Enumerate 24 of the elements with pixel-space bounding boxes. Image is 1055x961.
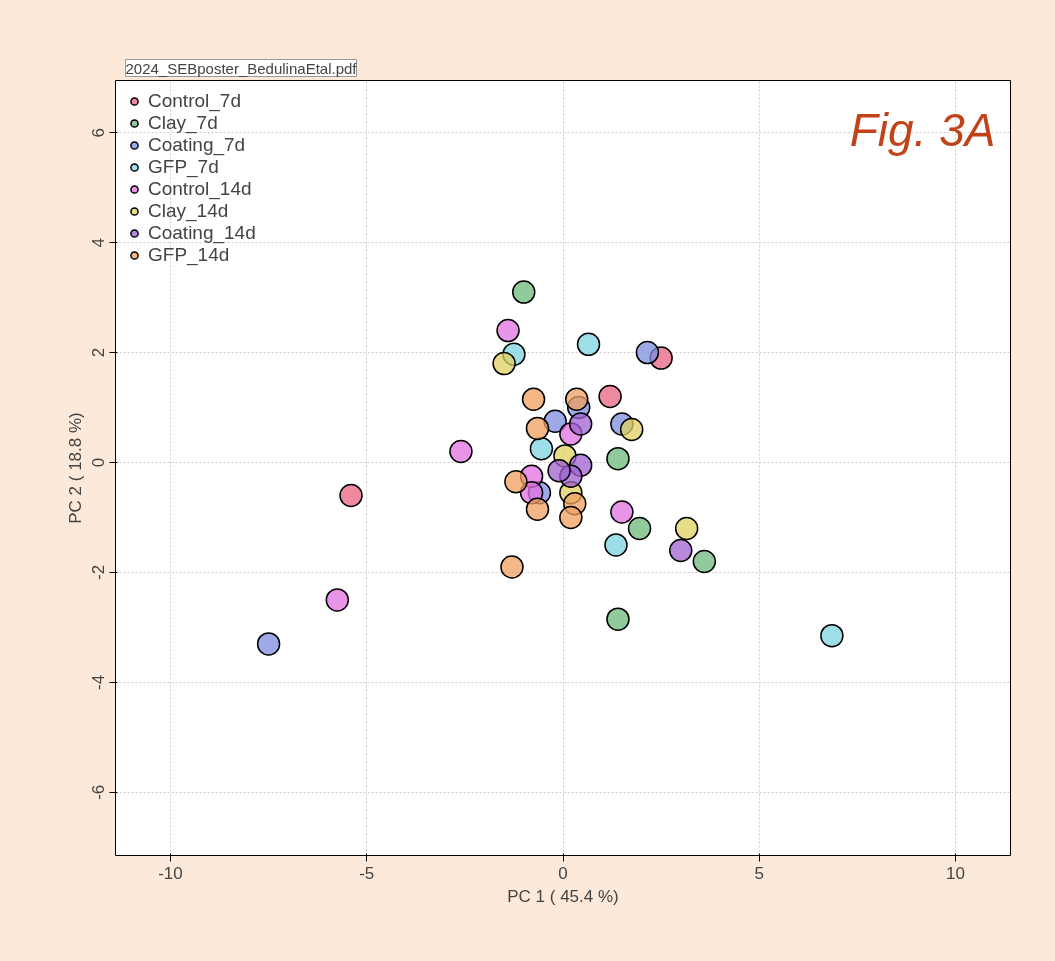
y-tick-label: 6	[89, 127, 109, 138]
x-tick-label: 5	[754, 863, 765, 883]
x-axis-title: PC 1 ( 45.4 %)	[507, 886, 619, 906]
legend-label: Control_7d	[148, 90, 241, 112]
legend-label: Coating_14d	[148, 222, 256, 244]
legend-label: Control_14d	[148, 178, 252, 200]
y-tick-label: 0	[89, 457, 109, 468]
text: 2024_SEBposter_BedulinaEtal.pdf	[125, 59, 358, 77]
legend-label: Coating_7d	[148, 134, 246, 156]
x-tick-label: 10	[946, 863, 966, 883]
legend-label: GFP_7d	[148, 156, 219, 178]
y-tick-label: -2	[89, 564, 109, 580]
y-tick-label: 4	[89, 237, 109, 248]
legend-label: Clay_14d	[148, 200, 229, 222]
x-tick-label: -5	[359, 863, 375, 883]
x-tick-label: -10	[158, 863, 183, 883]
legend-label: GFP_14d	[148, 244, 230, 266]
y-tick-label: 2	[89, 347, 109, 358]
legend-label: Clay_7d	[148, 112, 218, 134]
y-tick-label: -4	[89, 674, 109, 690]
y-axis-title: PC 2 ( 18.8 %)	[65, 412, 85, 524]
x-tick-label: 0	[558, 863, 568, 883]
annotation: Fig. 3A	[849, 103, 996, 156]
y-tick-label: -6	[89, 784, 109, 800]
